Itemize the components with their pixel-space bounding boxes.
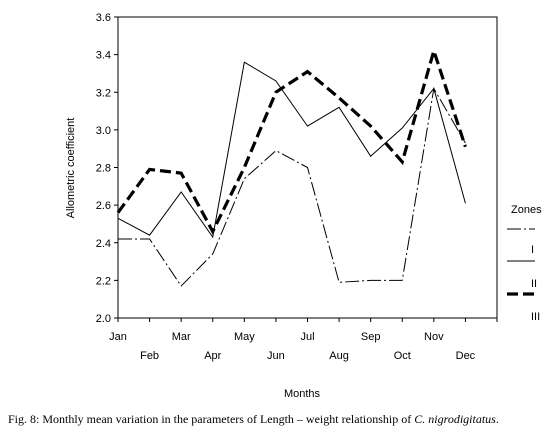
x-tick-label: Jun bbox=[267, 350, 285, 362]
legend-label-iii: III bbox=[531, 311, 540, 323]
legend-label-ii: II bbox=[531, 278, 537, 290]
y-tick-label: 3.6 bbox=[96, 12, 111, 24]
caption-prefix: Fig. 8: Monthly mean variation in the pa… bbox=[8, 412, 415, 426]
y-tick-label: 2.6 bbox=[96, 200, 111, 212]
x-tick-label: Jul bbox=[300, 331, 314, 343]
y-tick-label: 3.4 bbox=[96, 50, 111, 62]
x-tick-label: Aug bbox=[329, 350, 349, 362]
y-tick-label: 2.2 bbox=[96, 275, 111, 287]
caption-suffix: . bbox=[495, 412, 499, 426]
caption-species: C. nigrodigitatus bbox=[414, 412, 496, 426]
y-tick-label: 2.8 bbox=[96, 163, 111, 175]
y-tick-label: 2.4 bbox=[96, 238, 111, 250]
x-tick-label: Jan bbox=[109, 331, 127, 343]
legend-label-i: I bbox=[531, 244, 534, 256]
x-tick-label: Mar bbox=[172, 331, 191, 343]
y-tick-label: 3.0 bbox=[96, 125, 111, 137]
x-tick-label: Oct bbox=[394, 350, 411, 362]
y-tick-label: 3.2 bbox=[96, 87, 111, 99]
x-tick-label: Sep bbox=[361, 331, 381, 343]
series-line-i bbox=[118, 87, 466, 287]
x-tick-label: Dec bbox=[456, 350, 476, 362]
x-tick-label: May bbox=[234, 331, 255, 343]
x-tick-label: Apr bbox=[204, 350, 221, 362]
x-axis: Jan Feb Mar Apr May Jun Jul Aug Sep Oct Nov Dec bbox=[109, 318, 498, 362]
series-layer bbox=[116, 45, 467, 287]
x-tick-label: Feb bbox=[140, 350, 159, 362]
series-line-iii bbox=[116, 45, 467, 235]
x-tick-label: Nov bbox=[424, 331, 444, 343]
y-axis-label: Allometric coefficient bbox=[65, 118, 77, 219]
y-axis: 2.0 2.2 2.4 2.6 2.8 3.0 3.2 3.4 3.6 bbox=[96, 12, 118, 325]
y-tick-label: 2.0 bbox=[96, 313, 111, 325]
figure-caption: Fig. 8: Monthly mean variation in the pa… bbox=[8, 412, 553, 426]
x-axis-label: Months bbox=[284, 388, 321, 400]
series-line-ii bbox=[117, 61, 466, 239]
legend-title: Zones bbox=[511, 204, 542, 216]
